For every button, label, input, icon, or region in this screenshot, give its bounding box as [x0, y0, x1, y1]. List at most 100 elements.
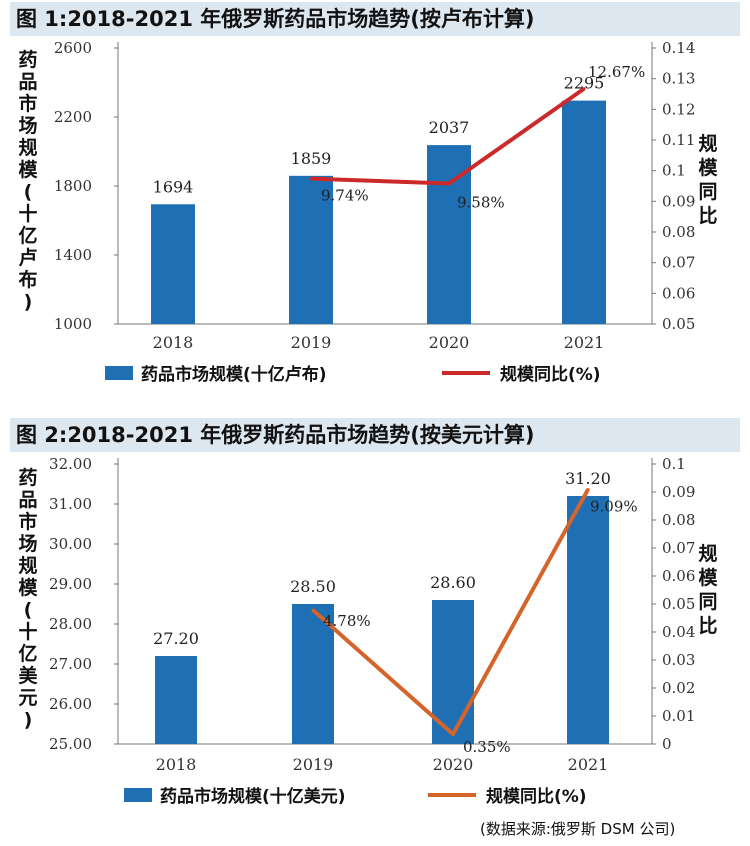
chart1-y2-axis-title-char: 比: [698, 205, 717, 227]
chart2-bar-value-label: 28.60: [430, 573, 476, 592]
chart1-y2-tick-label: 0.12: [662, 100, 695, 118]
chart2-y2-tick-label: 0.03: [662, 651, 695, 669]
chart2-y-axis-title-char: 美: [18, 664, 38, 687]
chart2-y-tick-label: 28.00: [49, 615, 92, 633]
chart2-bar-value-label: 31.20: [565, 469, 611, 488]
chart2-yoy-point: [451, 732, 455, 736]
chart1-bar-value-label: 2295: [564, 74, 605, 93]
chart1-legend-line-label: 规模同比(%): [500, 364, 601, 385]
chart2-y-axis-title-char: 模: [18, 576, 38, 599]
chart1-y-tick-label: 1800: [54, 177, 92, 195]
chart1-y-tick-label: 2600: [54, 39, 92, 57]
chart2-y2-axis-title-char: 比: [698, 615, 717, 637]
chart2-yoy-value-label: 4.78%: [323, 612, 371, 630]
chart2-x-category-label: 2020: [433, 755, 474, 774]
chart2-x-category-label: 2019: [293, 755, 334, 774]
chart1-bar-value-label: 1694: [153, 177, 194, 196]
chart1-legend-bar-swatch: [105, 366, 133, 380]
chart2-y2-tick-label: 0: [662, 735, 672, 753]
chart1-bar-2018: [151, 204, 195, 324]
chart1-y-axis-title-char: 卢: [18, 246, 37, 269]
chart2-y2-tick-label: 0.05: [662, 595, 695, 613]
chart1-yoy-point: [582, 87, 586, 91]
chart1-y2-tick-label: 0.06: [662, 284, 695, 302]
chart1-y-axis-title-char: 亿: [18, 224, 37, 247]
chart2-y2-tick-label: 0.06: [662, 567, 695, 585]
chart2-x-category-label: 2018: [156, 755, 197, 774]
chart2-y-axis-title-char: 市: [18, 510, 37, 533]
chart1-y-axis-title-char: 场: [18, 115, 37, 137]
chart1-yoy-value-label: 9.58%: [457, 194, 505, 212]
chart1-y2-tick-label: 0.07: [662, 254, 695, 272]
chart1-y-tick-label: 1400: [54, 246, 92, 264]
chart2-y-tick-label: 32.00: [49, 455, 92, 473]
chart2-y-axis-title-char: 品: [18, 489, 37, 511]
chart2-yoy-point: [586, 487, 590, 491]
chart1-yoy-point: [447, 182, 451, 186]
chart1-y-axis-title-char: 模: [18, 158, 38, 181]
source-note: (数据来源:俄罗斯 DSM 公司): [480, 820, 676, 838]
chart1-y-axis-title-char: 品: [18, 71, 37, 93]
chart2-y-axis-title-char: 亿: [18, 642, 37, 665]
chart2-bar-value-label: 28.50: [290, 577, 336, 596]
chart1-y-tick-label: 2200: [54, 108, 92, 126]
chart1-bar-2019: [289, 175, 333, 324]
chart2-y-tick-label: 25.00: [49, 735, 92, 753]
chart2-y2-tick-label: 0.01: [662, 707, 695, 725]
chart2-bar-2018: [155, 656, 197, 744]
chart1-y2-tick-label: 0.09: [662, 192, 695, 210]
chart2-bar-value-label: 27.20: [153, 629, 199, 648]
chart1-x-category-label: 2018: [153, 333, 194, 352]
chart1-y-axis-title-char: 规: [18, 136, 37, 159]
chart2-y2-tick-label: 0.07: [662, 539, 695, 557]
chart1-legend-bar-label: 药品市场规模(十亿卢布): [141, 364, 327, 385]
chart2-y2-tick-label: 0.08: [662, 511, 695, 529]
chart1-y2-tick-label: 0.05: [662, 315, 695, 333]
chart2-legend-line-label: 规模同比(%): [486, 786, 587, 807]
chart1-yoy-value-label: 12.67%: [588, 63, 645, 81]
chart1-y2-axis-title-char: 模: [698, 156, 718, 179]
chart1-y2-tick-label: 0.1: [662, 162, 686, 180]
chart1-y2-tick-label: 0.11: [662, 131, 695, 149]
chart2-y-axis-title-char: 规: [18, 554, 37, 577]
chart1-y-axis-title-char: (: [24, 181, 33, 203]
chart2-yoy-value-label: 9.09%: [590, 497, 638, 515]
figure-1-title: 图 1:2018-2021 年俄罗斯药品市场趋势(按卢布计算): [10, 2, 740, 36]
chart1-y2-axis-title-char: 规: [698, 132, 717, 155]
chart1-y2-tick-label: 0.13: [662, 70, 695, 88]
chart2-y2-axis-title-char: 规: [698, 542, 717, 565]
chart1-y-axis-title-char: 十: [18, 202, 37, 225]
chart1-y2-tick-label: 0.08: [662, 223, 695, 241]
chart2-y2-tick-label: 0.02: [662, 679, 695, 697]
chart2-y-axis-title-char: 十: [18, 620, 37, 643]
chart2-y2-tick-label: 0.1: [662, 455, 686, 473]
chart1-y-tick-label: 1000: [54, 315, 92, 333]
chart1-x-category-label: 2021: [564, 333, 605, 352]
chart2-y-tick-label: 27.00: [49, 655, 92, 673]
figure-2-title: 图 2:2018-2021 年俄罗斯药品市场趋势(按美元计算): [10, 418, 740, 452]
chart1-y-axis-title-char: 布: [18, 268, 37, 291]
chart1-y2-tick-label: 0.14: [662, 39, 695, 57]
chart2-y2-axis-title-char: 同: [698, 591, 717, 613]
chart2-y-tick-label: 29.00: [49, 575, 92, 593]
chart2-yoy-point: [311, 608, 315, 612]
chart2-y-axis-title-char: 药: [18, 466, 37, 489]
chart1-bar-value-label: 2037: [429, 118, 470, 137]
chart1-yoy-value-label: 9.74%: [321, 187, 369, 205]
chart1-y-axis-title-char: ): [24, 291, 33, 313]
chart2-y-tick-label: 26.00: [49, 695, 92, 713]
chart2-y-tick-label: 30.00: [49, 535, 92, 553]
chart1-yoy-point: [309, 177, 313, 181]
chart1-y2-axis-title-char: 同: [698, 181, 717, 203]
chart2-y-axis-title-char: 元: [18, 687, 37, 709]
chart2-bar-2021: [567, 496, 609, 744]
chart2-bar-2019: [292, 604, 334, 744]
chart1-bar-value-label: 1859: [291, 149, 332, 168]
chart2-y2-tick-label: 0.09: [662, 483, 695, 501]
chart2-yoy-value-label: 0.35%: [463, 738, 511, 756]
chart2-y-tick-label: 31.00: [49, 495, 92, 513]
chart1-bar-2021: [562, 100, 606, 324]
chart2-y2-axis-title-char: 模: [698, 566, 718, 589]
chart2-y-axis-title-char: ): [24, 709, 33, 731]
